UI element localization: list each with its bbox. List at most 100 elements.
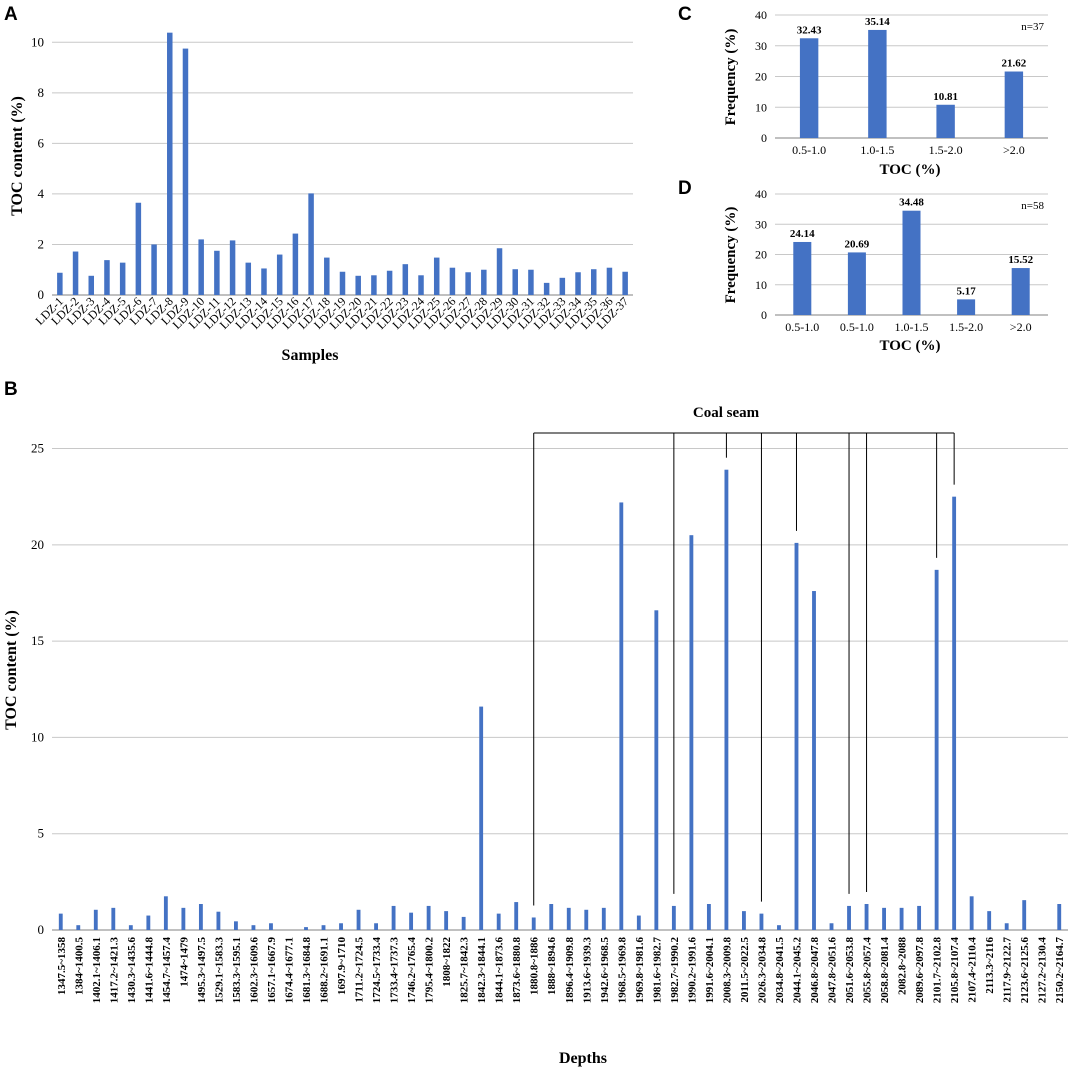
x-tick-label: 1733.4~1737.3: [389, 937, 401, 1004]
y-tick-label: 6: [38, 135, 45, 150]
bar: [234, 921, 238, 930]
x-tick-label: 2113.3~2116: [984, 937, 996, 994]
panel-label-c: C: [678, 4, 692, 25]
bar: [1004, 71, 1024, 138]
x-axis-title: Depths: [559, 1050, 607, 1067]
bar-value-label: 21.62: [1002, 58, 1027, 70]
y-tick-label: 30: [755, 217, 767, 231]
bar: [514, 902, 519, 930]
bar: [433, 257, 440, 295]
panel-label-a: A: [4, 4, 18, 25]
bar: [794, 542, 799, 930]
y-tick-label: 20: [31, 537, 44, 552]
bar: [356, 909, 361, 930]
x-tick-label: 1795.4~1800.2: [424, 937, 436, 1004]
bar: [902, 210, 921, 315]
x-tick-label: 1711.2~1724.5: [354, 937, 366, 1003]
x-tick-label: 1724.5~1733.4: [371, 937, 383, 1004]
y-tick-label: 40: [755, 187, 767, 201]
bar: [72, 251, 79, 295]
x-tick-label: 1825.7~1842.3: [459, 937, 471, 1004]
bar: [391, 905, 396, 930]
y-tick-label: 20: [755, 70, 767, 84]
y-tick-label: 10: [31, 34, 44, 49]
bar: [575, 272, 581, 295]
x-tick-label: 2047.8~2051.6: [827, 937, 839, 1004]
bar: [214, 250, 220, 295]
bar: [135, 202, 142, 295]
x-tick-label: >2.0: [1003, 143, 1025, 157]
bar-value-label: 5.17: [956, 285, 976, 297]
y-axis-title: Frequency (%): [723, 29, 739, 126]
x-tick-label: 2044.1~2045.2: [791, 937, 803, 1004]
x-tick-label: 1968.5~1969.8: [616, 937, 628, 1004]
bar: [847, 252, 866, 315]
bar: [251, 925, 256, 930]
sample-size-note: n=58: [1021, 200, 1044, 212]
bar: [269, 923, 273, 930]
y-axis-title: TOC content (%): [3, 610, 20, 730]
bar: [969, 896, 974, 930]
bar: [339, 923, 343, 930]
x-tick-label: 1842.3~1844.1: [476, 937, 488, 1003]
x-tick-label: 1896.4~1909.8: [564, 937, 576, 1004]
bar: [566, 907, 571, 930]
bar: [409, 912, 414, 930]
bar: [917, 905, 922, 930]
bar: [496, 248, 503, 295]
bar: [584, 909, 589, 930]
x-tick-label: 2058.8~2081.4: [879, 937, 891, 1004]
bar: [706, 904, 711, 930]
y-axis-title: TOC content (%): [9, 96, 26, 216]
bar: [882, 907, 886, 930]
x-tick-label: 1681.3~1684.8: [301, 937, 313, 1004]
bar: [601, 907, 606, 930]
bar: [167, 32, 173, 295]
bar: [76, 925, 81, 930]
bar: [934, 569, 939, 930]
y-tick-label: 2: [38, 236, 45, 251]
bar: [531, 917, 536, 930]
bar: [151, 244, 157, 295]
bar: [245, 262, 252, 295]
bar: [496, 913, 501, 930]
x-tick-label: 2105.8~2107.4: [949, 937, 961, 1004]
x-tick-label: 2046.8~2047.8: [809, 937, 821, 1004]
bar: [559, 277, 566, 295]
bar: [512, 269, 518, 295]
coal-seam-annotation: Coal seam: [693, 405, 760, 421]
x-tick-label: 1844.1~1873.6: [494, 937, 506, 1004]
bar: [899, 907, 904, 930]
x-tick-label: 1657.1~1667.9: [266, 937, 278, 1004]
chart-d: 0 10 20 30 40 24.14 0.5-1.0 20.69 0.5-1.0 34.48 1.…: [723, 187, 1048, 354]
bar: [449, 267, 456, 295]
x-tick-label: 1417.2~1421.3: [108, 937, 120, 1004]
bar: [198, 904, 203, 930]
x-tick-label: 1942.6~1968.5: [599, 937, 611, 1004]
chart-b: 0 5 10 15 20 25 1347.5~1358 1384~1400.5 1402.1~1…: [3, 405, 1068, 1067]
bar-value-label: 15.52: [1008, 254, 1033, 266]
bar: [88, 275, 95, 295]
bar: [216, 911, 221, 930]
bar: [163, 896, 168, 930]
x-tick-label: 1529.1~1583.3: [213, 937, 225, 1004]
x-tick-label: 1.5-2.0: [949, 320, 983, 334]
bar: [671, 905, 676, 930]
bar: [308, 193, 314, 295]
bar: [276, 254, 283, 295]
y-tick-label: 4: [38, 186, 45, 201]
y-tick-label: 0: [761, 308, 767, 322]
bar: [104, 260, 110, 295]
y-tick-label: 0: [761, 131, 767, 145]
bar: [418, 275, 424, 295]
y-tick-label: 30: [755, 39, 767, 53]
bar: [793, 241, 812, 315]
x-tick-label: 1474~1479: [178, 937, 190, 987]
x-tick-label: 1384~1400.5: [73, 937, 85, 995]
x-tick-label: 2051.6~2053.8: [844, 937, 856, 1004]
bar: [146, 915, 151, 930]
x-tick-label: 1888~1894.6: [546, 937, 558, 995]
x-tick-label: 1674.4~1677.1: [283, 937, 295, 1003]
x-axis-title: Samples: [282, 347, 339, 364]
bar: [868, 29, 887, 138]
